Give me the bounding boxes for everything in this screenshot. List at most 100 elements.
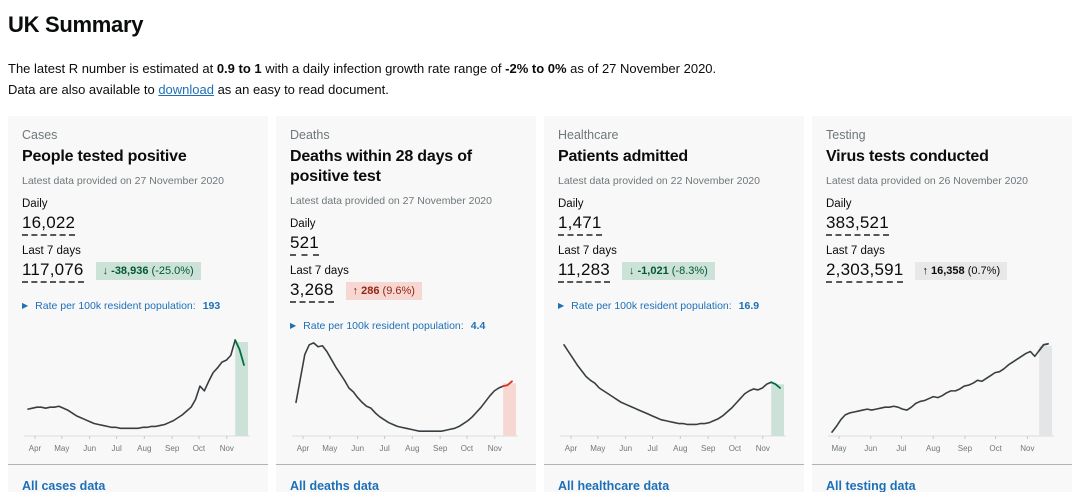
rate-per-100k-row[interactable]: ▶ Rate per 100k resident population: 193: [22, 300, 254, 312]
daily-metric: Daily 1,471: [558, 198, 790, 236]
all-deaths-data-link[interactable]: All deaths data: [290, 479, 379, 492]
daily-metric: Daily 383,521: [826, 198, 1058, 236]
intro-text: with a daily infection growth rate range…: [261, 61, 506, 76]
svg-text:Sep: Sep: [433, 444, 448, 453]
svg-text:Oct: Oct: [461, 444, 474, 453]
change-badge: ↓ -1,021 (-8.3%): [621, 262, 715, 280]
svg-text:Jul: Jul: [648, 444, 658, 453]
change-value: -38,936: [111, 265, 149, 277]
svg-text:Oct: Oct: [193, 444, 206, 453]
up-arrow-icon: ↑: [922, 265, 928, 277]
svg-text:Sep: Sep: [701, 444, 716, 453]
change-badge: ↑ 286 (9.6%): [345, 282, 422, 300]
change-percent: (-8.3%): [671, 265, 708, 277]
change-percent: (0.7%): [967, 265, 1001, 277]
card-footer: All testing data: [812, 464, 1072, 492]
svg-text:Apr: Apr: [565, 444, 578, 453]
svg-text:Oct: Oct: [729, 444, 742, 453]
daily-metric: Daily 16,022: [22, 198, 254, 236]
intro-text: as of 27 November 2020.: [566, 61, 717, 76]
svg-text:Apr: Apr: [297, 444, 310, 453]
svg-text:Jul: Jul: [112, 444, 122, 453]
data-provided-date: Latest data provided on 27 November 2020: [290, 195, 492, 207]
week-metric: Last 7 days 11,283 ↓ -1,021 (-8.3%): [558, 245, 790, 283]
week-value: 117,076: [22, 260, 84, 283]
category-label: Deaths: [290, 128, 330, 142]
week-label: Last 7 days: [22, 245, 81, 257]
svg-text:Aug: Aug: [926, 444, 940, 453]
svg-text:May: May: [831, 444, 846, 453]
svg-text:Aug: Aug: [673, 444, 687, 453]
week-metric: Last 7 days 3,268 ↑ 286 (9.6%): [290, 265, 522, 303]
summary-cards: Cases People tested positive Latest data…: [8, 116, 1072, 492]
svg-text:May: May: [54, 444, 69, 453]
change-value: -1,021: [637, 265, 669, 277]
chart-block: May Jun Jul Aug Sep Oct Nov: [826, 332, 1058, 458]
cases-sparkline-chart: Apr May Jun Jul Aug Sep Oct Nov: [24, 339, 250, 453]
card-title: People tested positive: [22, 148, 187, 165]
week-metric: Last 7 days 117,076 ↓ -38,936 (-25.0%): [22, 245, 254, 283]
deaths-sparkline-chart: Apr May Jun Jul Aug Sep Oct Nov: [292, 342, 518, 453]
all-cases-data-link[interactable]: All cases data: [22, 479, 106, 492]
rate-per-100k-row[interactable]: ▶ Rate per 100k resident population: 4.4: [290, 320, 522, 332]
svg-text:Jun: Jun: [864, 444, 877, 453]
change-badge: ↓ -38,936 (-25.0%): [95, 262, 201, 280]
chart-block: Apr May Jun Jul Aug Sep Oct Nov: [22, 332, 254, 458]
rate-label: Rate per 100k resident population:: [303, 320, 464, 332]
svg-text:Nov: Nov: [488, 444, 502, 453]
intro-text: The latest R number is estimated at: [8, 61, 217, 76]
week-value: 11,283: [558, 260, 610, 283]
daily-value: 1,471: [558, 213, 602, 236]
svg-text:Oct: Oct: [989, 444, 1002, 453]
rate-value: 4.4: [470, 320, 486, 332]
svg-text:Nov: Nov: [220, 444, 234, 453]
rate-per-100k-row[interactable]: ▶ Rate per 100k resident population: 16.9: [558, 300, 790, 312]
healthcare-sparkline-chart: Apr May Jun Jul Aug Sep Oct Nov: [560, 344, 786, 453]
daily-value: 16,022: [22, 213, 76, 236]
svg-text:May: May: [322, 444, 337, 453]
card-title: Deaths within 28 days of positive test: [290, 148, 472, 185]
card-deaths: Deaths Deaths within 28 days of positive…: [276, 116, 536, 492]
card-footer: All healthcare data: [544, 464, 804, 492]
download-link[interactable]: download: [158, 82, 214, 97]
growth-rate-value: -2% to 0%: [505, 61, 567, 76]
rate-label: Rate per 100k resident population:: [35, 300, 196, 312]
daily-value: 521: [290, 233, 319, 256]
change-value: 16,358: [931, 265, 965, 277]
week-metric: Last 7 days 2,303,591 ↑ 16,358 (0.7%): [826, 245, 1058, 283]
daily-label: Daily: [558, 198, 584, 210]
svg-text:May: May: [590, 444, 605, 453]
rate-value: 193: [202, 300, 221, 312]
data-provided-date: Latest data provided on 27 November 2020: [22, 175, 224, 187]
category-label: Healthcare: [558, 128, 619, 142]
svg-text:Nov: Nov: [1020, 444, 1034, 453]
daily-label: Daily: [22, 198, 48, 210]
all-testing-data-link[interactable]: All testing data: [826, 479, 916, 492]
change-percent: (-25.0%): [151, 265, 194, 277]
rate-value: 16.9: [738, 300, 760, 312]
triangle-right-icon: ▶: [22, 301, 29, 310]
intro-text: Data are also available to: [8, 82, 159, 97]
all-healthcare-data-link[interactable]: All healthcare data: [558, 479, 670, 492]
page-title: UK Summary: [8, 12, 144, 37]
week-value: 3,268: [290, 280, 334, 303]
chart-block: Apr May Jun Jul Aug Sep Oct Nov: [558, 332, 790, 458]
card-healthcare: Healthcare Patients admitted Latest data…: [544, 116, 804, 492]
card-testing: Testing Virus tests conducted Latest dat…: [812, 116, 1072, 492]
week-label: Last 7 days: [826, 245, 885, 257]
data-provided-date: Latest data provided on 22 November 2020: [558, 175, 760, 187]
down-arrow-icon: ↓: [102, 265, 109, 277]
triangle-right-icon: ▶: [290, 321, 297, 330]
week-label: Last 7 days: [558, 245, 617, 257]
change-percent: (9.6%): [382, 285, 415, 297]
svg-text:Jul: Jul: [380, 444, 390, 453]
card-cases: Cases People tested positive Latest data…: [8, 116, 268, 492]
card-title: Patients admitted: [558, 148, 688, 165]
daily-label: Daily: [290, 218, 316, 230]
svg-text:Jul: Jul: [896, 444, 906, 453]
testing-sparkline-chart: May Jun Jul Aug Sep Oct Nov: [828, 342, 1054, 453]
svg-text:Sep: Sep: [165, 444, 180, 453]
svg-text:Nov: Nov: [756, 444, 770, 453]
change-badge: ↑ 16,358 (0.7%): [915, 262, 1008, 280]
